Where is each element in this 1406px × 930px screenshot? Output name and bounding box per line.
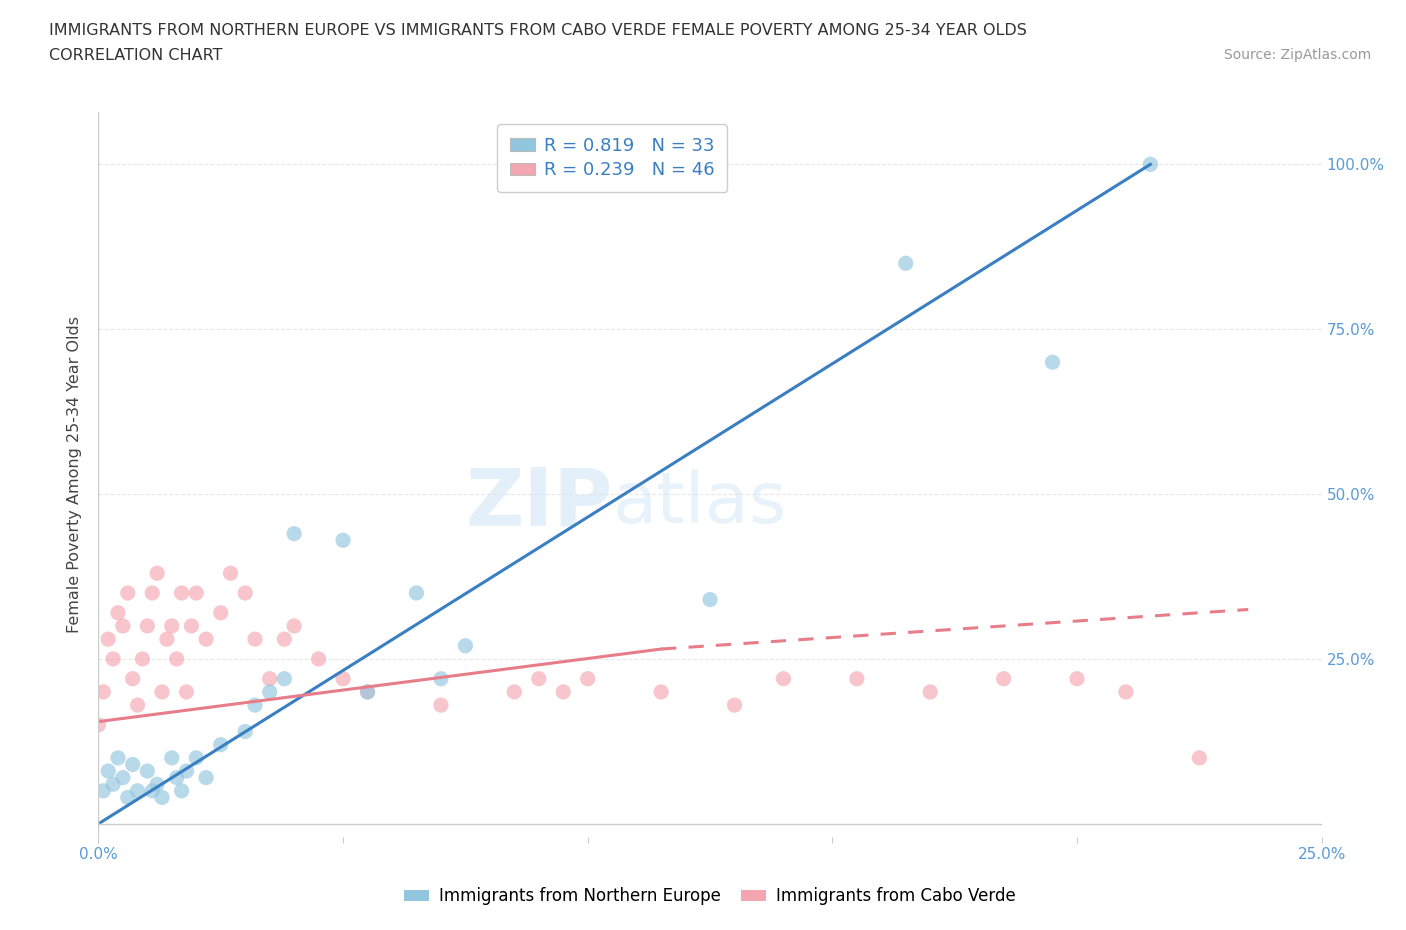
Point	[87, 717, 110, 732]
Point	[920, 684, 942, 699]
Point	[233, 586, 256, 601]
Legend: Immigrants from Northern Europe, Immigrants from Cabo Verde: Immigrants from Northern Europe, Immigra…	[398, 881, 1022, 912]
Point	[243, 631, 266, 646]
Point	[1188, 751, 1211, 765]
Point	[97, 631, 120, 646]
Point	[356, 684, 378, 699]
Text: ZIP: ZIP	[465, 464, 612, 542]
Point	[576, 671, 599, 686]
Point	[107, 751, 129, 765]
Point	[1042, 354, 1064, 369]
Point	[553, 684, 575, 699]
Point	[308, 652, 330, 667]
Point	[894, 256, 917, 271]
Point	[160, 751, 183, 765]
Point	[107, 605, 129, 620]
Point	[273, 671, 295, 686]
Point	[101, 652, 124, 667]
Point	[150, 684, 173, 699]
Point	[233, 724, 256, 739]
Point	[283, 526, 305, 541]
Point	[772, 671, 794, 686]
Point	[1066, 671, 1088, 686]
Point	[209, 737, 232, 752]
Point	[176, 764, 198, 778]
Point	[845, 671, 868, 686]
Point	[111, 770, 134, 785]
Point	[117, 586, 139, 601]
Point	[405, 586, 427, 601]
Point	[91, 684, 114, 699]
Text: IMMIGRANTS FROM NORTHERN EUROPE VS IMMIGRANTS FROM CABO VERDE FEMALE POVERTY AMO: IMMIGRANTS FROM NORTHERN EUROPE VS IMMIG…	[49, 23, 1028, 38]
Point	[101, 777, 124, 791]
Point	[430, 671, 453, 686]
Point	[131, 652, 153, 667]
Point	[166, 770, 188, 785]
Point	[503, 684, 526, 699]
Text: atlas: atlas	[612, 469, 786, 538]
Point	[454, 638, 477, 653]
Point	[127, 783, 149, 798]
Point	[209, 605, 232, 620]
Point	[176, 684, 198, 699]
Point	[723, 698, 745, 712]
Point	[97, 764, 120, 778]
Point	[136, 618, 159, 633]
Point	[121, 671, 143, 686]
Point	[259, 671, 281, 686]
Point	[195, 631, 218, 646]
Point	[91, 783, 114, 798]
Point	[332, 533, 354, 548]
Point	[993, 671, 1015, 686]
Point	[356, 684, 378, 699]
Point	[273, 631, 295, 646]
Point	[141, 586, 163, 601]
Point	[283, 618, 305, 633]
Point	[166, 652, 188, 667]
Y-axis label: Female Poverty Among 25-34 Year Olds: Female Poverty Among 25-34 Year Olds	[67, 316, 83, 632]
Point	[111, 618, 134, 633]
Point	[186, 586, 208, 601]
Text: Source: ZipAtlas.com: Source: ZipAtlas.com	[1223, 48, 1371, 62]
Point	[160, 618, 183, 633]
Point	[650, 684, 672, 699]
Point	[195, 770, 218, 785]
Point	[527, 671, 550, 686]
Point	[146, 565, 169, 580]
Point	[127, 698, 149, 712]
Point	[121, 757, 143, 772]
Point	[150, 790, 173, 804]
Point	[156, 631, 179, 646]
Point	[180, 618, 202, 633]
Point	[332, 671, 354, 686]
Point	[141, 783, 163, 798]
Point	[186, 751, 208, 765]
Point	[243, 698, 266, 712]
Point	[117, 790, 139, 804]
Point	[170, 783, 193, 798]
Point	[136, 764, 159, 778]
Point	[1139, 157, 1161, 172]
Point	[219, 565, 242, 580]
Point	[699, 592, 721, 607]
Point	[430, 698, 453, 712]
Point	[146, 777, 169, 791]
Point	[1115, 684, 1137, 699]
Text: CORRELATION CHART: CORRELATION CHART	[49, 48, 222, 63]
Point	[170, 586, 193, 601]
Point	[259, 684, 281, 699]
